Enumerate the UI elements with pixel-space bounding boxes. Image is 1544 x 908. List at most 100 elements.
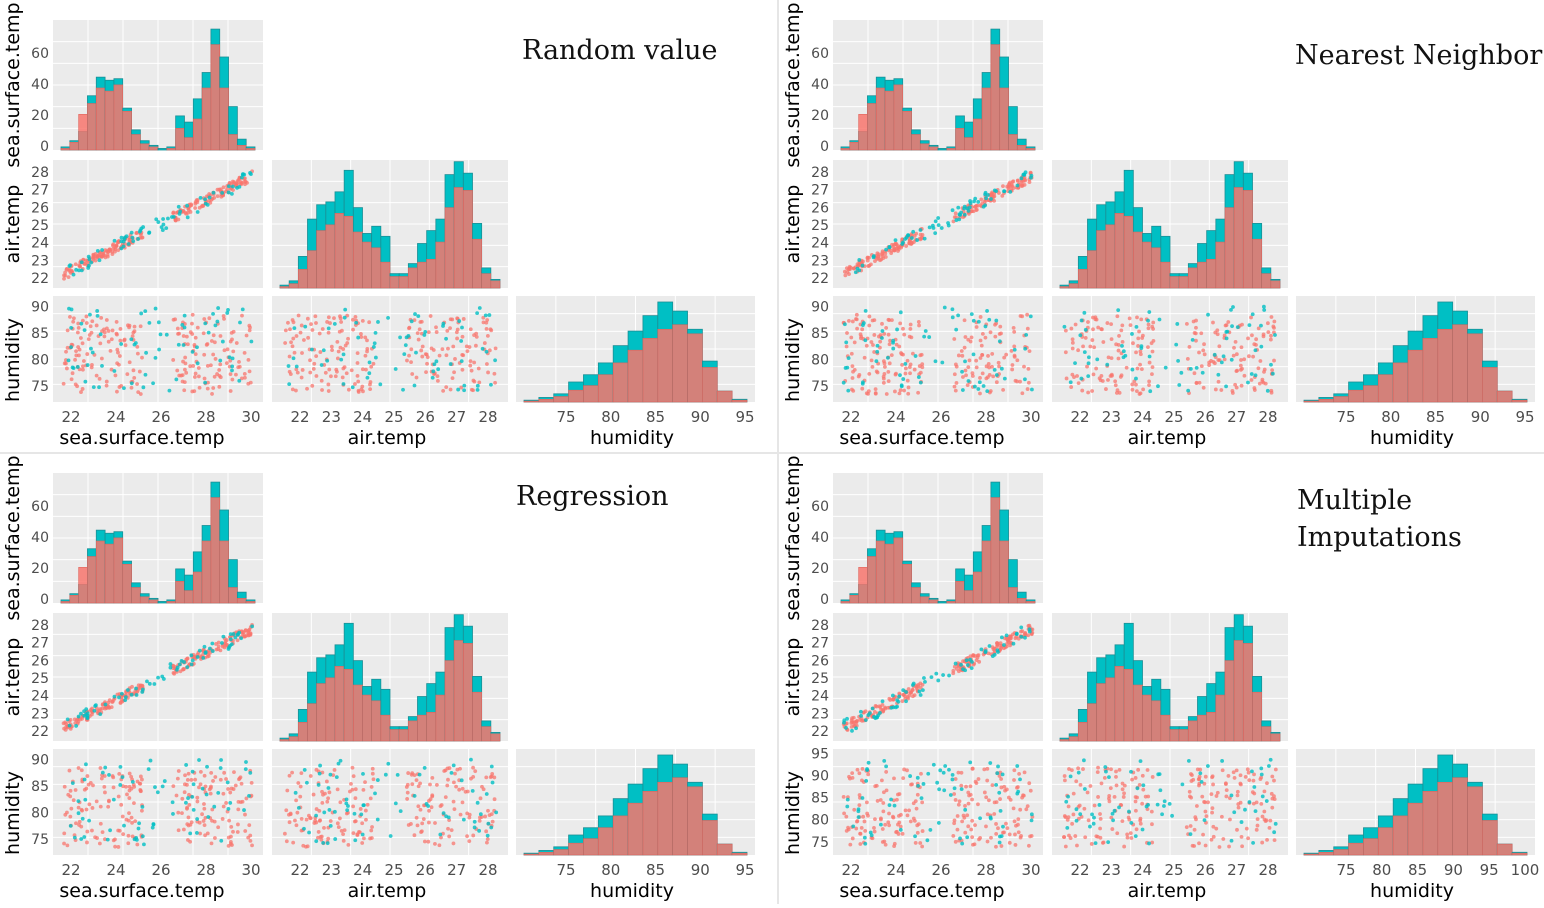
scatter-point-imputed: [897, 694, 902, 699]
scatter-point-observed: [308, 358, 312, 363]
scatter-point-imputed: [489, 382, 493, 387]
scatter-point-observed: [872, 350, 877, 354]
scatter-point-observed: [1028, 788, 1033, 793]
scatter-point-observed: [851, 266, 856, 271]
scatter-point-observed: [1246, 836, 1251, 841]
scatter-point-observed: [356, 379, 361, 384]
scatter-point-observed: [67, 768, 72, 773]
scatter-point-imputed: [892, 803, 897, 808]
scatter-point-imputed: [153, 356, 158, 360]
scatter-point-observed: [446, 826, 450, 831]
histogram-humidity: [516, 749, 755, 856]
scatter-point-observed: [487, 348, 492, 353]
scatter-point-observed: [444, 353, 449, 358]
scatter-point-observed: [461, 317, 466, 321]
scatter-point-observed: [1022, 770, 1027, 775]
scatter-point-observed: [127, 796, 132, 800]
scatter-point-observed: [107, 798, 111, 803]
scatter-point-observed: [866, 772, 871, 777]
scatter-point-observed: [1212, 361, 1217, 366]
scatter-point-observed: [174, 210, 179, 215]
scatter-point-imputed: [185, 215, 190, 220]
scatter-point-observed: [63, 270, 68, 275]
scatter-point-observed: [1206, 800, 1210, 805]
scatter-point-observed: [983, 335, 988, 340]
scatter-point-observed: [467, 839, 472, 844]
scatter-point-observed: [1217, 344, 1222, 349]
scatter-point-imputed: [901, 377, 906, 381]
scatter-point-imputed: [856, 807, 861, 812]
scatter-point-observed: [1083, 835, 1088, 840]
scatter-point-observed: [208, 363, 213, 368]
scatter-point-observed: [244, 333, 249, 338]
scatter-point-observed: [338, 345, 343, 350]
scatter-point-imputed: [434, 359, 439, 364]
scatter-point-observed: [854, 826, 859, 831]
scatter-point-imputed: [462, 388, 467, 393]
scatter-point-observed: [341, 838, 346, 843]
scatter-point-imputed: [863, 718, 868, 722]
scatter-point-imputed: [373, 791, 377, 796]
scatter-point-observed: [74, 349, 78, 354]
tick-label-air-x: 24: [1133, 861, 1152, 879]
scatter-point-observed: [1082, 806, 1087, 811]
scatter-point-observed: [61, 381, 66, 386]
scatter-point-observed: [217, 368, 222, 372]
scatter-point-observed: [79, 336, 83, 340]
scatter-point-observed: [184, 370, 189, 375]
hist-bar-observed: [1437, 781, 1453, 856]
scatter-point-observed: [439, 835, 443, 840]
hist-bar-observed: [702, 820, 718, 856]
scatter-point-imputed: [118, 783, 123, 787]
scatter-point-imputed: [1268, 757, 1273, 762]
scatter-point-imputed: [1265, 388, 1270, 393]
scatter-point-observed: [360, 318, 365, 323]
scatter-point-observed: [904, 244, 909, 248]
scatter-point-observed: [1217, 845, 1222, 849]
scatter-point-observed: [326, 330, 331, 335]
scatter-point-observed: [883, 705, 887, 710]
scatter-point-observed: [1232, 776, 1237, 780]
scatter-point-imputed: [1158, 788, 1163, 793]
scatter-point-observed: [843, 273, 848, 278]
scatter-point-observed: [890, 318, 894, 323]
scatter-point-observed: [243, 829, 248, 833]
scatter-point-observed: [1102, 775, 1107, 780]
scatter-point-imputed: [82, 328, 87, 333]
hist-bar-observed: [316, 230, 327, 289]
scatter-point-imputed: [942, 305, 947, 310]
scatter-point-imputed: [70, 365, 75, 370]
scatter-point-imputed: [1156, 384, 1160, 389]
scatter-point-observed: [341, 832, 345, 837]
scatter-point-observed: [202, 823, 207, 828]
scatter-point-observed: [1013, 378, 1018, 383]
scatter-point-imputed: [1066, 794, 1070, 799]
scatter-point-observed: [127, 771, 132, 776]
scatter-point-observed: [1027, 349, 1032, 354]
scatter-point-observed: [1076, 348, 1081, 353]
scatter-point-imputed: [1029, 812, 1034, 817]
scatter-point-observed: [94, 255, 99, 259]
scatter-point-observed: [908, 371, 912, 376]
scatter-point-observed: [319, 837, 324, 842]
scatter-point-imputed: [195, 655, 200, 659]
scatter-point-observed: [973, 823, 977, 828]
scatter-point-imputed: [963, 807, 968, 812]
scatter-point-observed: [889, 353, 894, 357]
scatter-point-observed: [1070, 340, 1075, 345]
scatter-point-imputed: [1029, 818, 1034, 823]
panel-title-regression: Regression: [516, 481, 669, 512]
scatter-point-imputed: [456, 387, 461, 392]
hist-bar-observed: [1025, 148, 1036, 151]
scatter-point-observed: [1125, 832, 1130, 837]
scatter-point-imputed: [846, 356, 851, 361]
scatter-point-imputed: [191, 807, 196, 812]
scatter-point-imputed: [112, 694, 117, 699]
scatter-point-observed: [293, 818, 297, 823]
scatter-point-observed: [359, 331, 363, 336]
scatter-point-observed: [335, 339, 340, 344]
scatter-point-observed: [115, 389, 119, 394]
hist-bar-observed: [657, 328, 673, 403]
scatter-point-observed: [193, 201, 198, 206]
